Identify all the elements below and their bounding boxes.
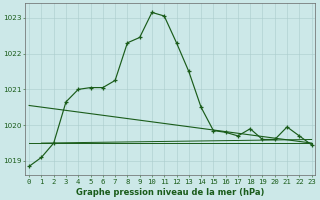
X-axis label: Graphe pression niveau de la mer (hPa): Graphe pression niveau de la mer (hPa) xyxy=(76,188,265,197)
